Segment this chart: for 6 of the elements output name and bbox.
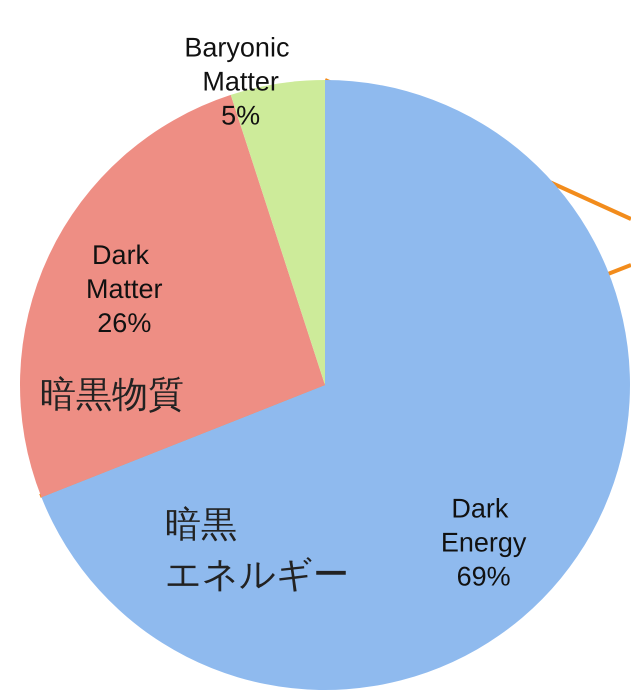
slice-label: Baryonic Matter <box>184 32 297 96</box>
slice-label: Dark Energy <box>440 493 527 558</box>
data-label: 5% <box>221 100 260 130</box>
data-label: 69% <box>456 561 511 592</box>
text: 暗黒 <box>165 504 237 546</box>
text: エネルギー <box>165 554 349 596</box>
